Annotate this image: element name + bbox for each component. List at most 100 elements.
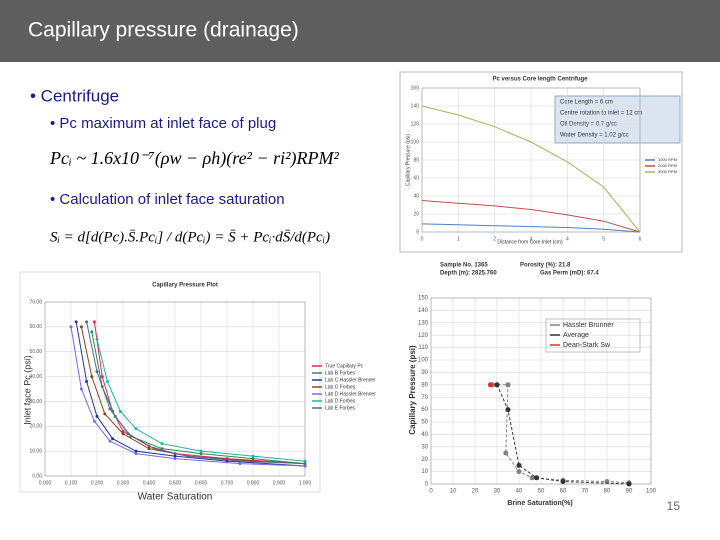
slide-title: Capillary pressure (drainage) xyxy=(28,19,299,42)
legend-label: 1000 RPM xyxy=(658,157,677,162)
legend-label: Lab B Forbes xyxy=(325,370,356,376)
x-tick-label: 0 xyxy=(421,236,424,242)
y-tick-label: 60.00 xyxy=(29,324,42,330)
data-point xyxy=(69,325,73,329)
y-tick-label: 80 xyxy=(421,382,428,388)
x-tick-label: 30 xyxy=(494,489,501,495)
y-tick-label: 70.00 xyxy=(29,299,42,305)
data-point xyxy=(108,439,112,443)
formula: Sᵢ = d[d(Pc).S̄.Pcᵢ] / d(Pcᵢ) = S̄ + Pcᵢ… xyxy=(50,229,330,245)
chart-frame xyxy=(19,271,321,493)
series-line xyxy=(75,321,306,467)
data-point xyxy=(108,407,112,411)
data-point xyxy=(121,432,125,436)
info-box xyxy=(554,95,681,144)
chart-title: Pc versus Core length Centrifuge xyxy=(492,77,588,83)
x-axis-label: Brine Saturation(%) xyxy=(507,500,572,507)
series-line xyxy=(421,223,641,233)
y-tick-label: 100 xyxy=(418,358,429,364)
data-point xyxy=(238,459,242,463)
data-point xyxy=(303,464,307,468)
y-tick-label: 90 xyxy=(421,370,428,376)
y-tick-label: 0 xyxy=(425,482,429,488)
data-point xyxy=(303,462,307,466)
y-axis-label: Inlet face Pc (psi) xyxy=(22,355,32,425)
y-tick-label: 160 xyxy=(411,85,420,91)
x-tick-label: 50 xyxy=(538,489,545,495)
data-point xyxy=(505,407,511,413)
data-point xyxy=(516,462,522,468)
y-tick-label: 30 xyxy=(421,444,428,450)
y-tick-label: 0 xyxy=(416,229,419,235)
x-tick-label: 0.800 xyxy=(247,480,260,486)
data-point xyxy=(238,462,242,466)
sample-info: Gas Perm (mD): 67.4 xyxy=(540,271,599,277)
data-point xyxy=(303,459,307,463)
legend-label: Lab C Forbes xyxy=(325,384,356,390)
sample-info: Sample No. 1365 xyxy=(440,263,488,269)
data-point xyxy=(121,429,125,433)
x-tick-label: 70 xyxy=(582,489,589,495)
legend-label: 2000 RPM xyxy=(658,163,677,168)
info-text: Water Density = 1.02 g/cc xyxy=(560,133,629,139)
chart-title: Capillary Pressure Plot xyxy=(152,283,218,289)
data-point xyxy=(199,449,203,453)
data-point xyxy=(186,454,190,458)
legend-label: Lab D Forbes xyxy=(325,398,356,404)
series-line xyxy=(80,326,306,465)
y-tick-label: 70 xyxy=(421,395,428,401)
x-tick-label: 90 xyxy=(626,489,633,495)
y-tick-label: 30.00 xyxy=(29,399,42,405)
y-tick-label: 0.00 xyxy=(32,473,42,479)
bullet: • Calculation of inlet face saturation xyxy=(50,191,285,208)
data-point xyxy=(100,375,104,379)
data-point xyxy=(560,479,566,485)
data-point xyxy=(516,469,522,475)
data-point xyxy=(85,320,89,324)
data-point xyxy=(152,447,156,451)
data-point xyxy=(105,380,109,384)
data-point xyxy=(134,449,138,453)
series-line xyxy=(421,105,641,233)
info-text: Oil Density = 0.7 g/cc xyxy=(560,122,617,128)
legend-label: Lab C Hassler Brenner xyxy=(325,377,376,383)
data-point xyxy=(173,454,177,458)
y-tick-label: 80 xyxy=(413,157,419,163)
y-tick-label: 130 xyxy=(418,320,429,326)
x-tick-label: 40 xyxy=(516,489,523,495)
x-tick-label: 0.200 xyxy=(91,480,104,486)
x-tick-label: 0.600 xyxy=(195,480,208,486)
data-point xyxy=(92,419,96,423)
legend-box xyxy=(545,318,641,353)
y-tick-label: 50.00 xyxy=(29,349,42,355)
x-tick-label: 1.000 xyxy=(299,480,312,486)
x-tick-label: 0.100 xyxy=(65,480,78,486)
legend-label: True Capillary Pc xyxy=(325,363,364,369)
y-tick-label: 120 xyxy=(418,333,429,339)
y-tick-label: 60 xyxy=(421,407,428,413)
y-tick-label: 40.00 xyxy=(29,374,42,380)
x-axis-label: Distance from Core Inlet (cm) xyxy=(497,239,563,245)
x-tick-label: 0.400 xyxy=(143,480,156,486)
page-number: 15 xyxy=(667,499,681,513)
x-tick-label: 5 xyxy=(602,236,605,242)
data-point xyxy=(118,409,122,413)
x-tick-label: 0.900 xyxy=(273,480,286,486)
data-point xyxy=(90,375,94,379)
info-text: Core Length = 6 cm xyxy=(560,100,613,106)
data-point xyxy=(160,447,164,451)
y-tick-label: 20 xyxy=(421,457,428,463)
data-point xyxy=(199,452,203,456)
data-point xyxy=(95,370,99,374)
data-point xyxy=(126,432,130,436)
bullet: • Centrifuge xyxy=(30,86,119,105)
data-point xyxy=(173,457,177,461)
plot-frame xyxy=(421,87,641,233)
y-tick-label: 10 xyxy=(421,469,428,475)
x-tick-label: 0 xyxy=(429,489,433,495)
formula: Pcᵢ ~ 1.6x10⁻⁷(ρw − ρh)(re² − ri²)RPM² xyxy=(49,148,339,169)
x-tick-label: 3 xyxy=(530,236,533,242)
y-tick-label: 40 xyxy=(413,193,419,199)
data-point xyxy=(134,452,138,456)
